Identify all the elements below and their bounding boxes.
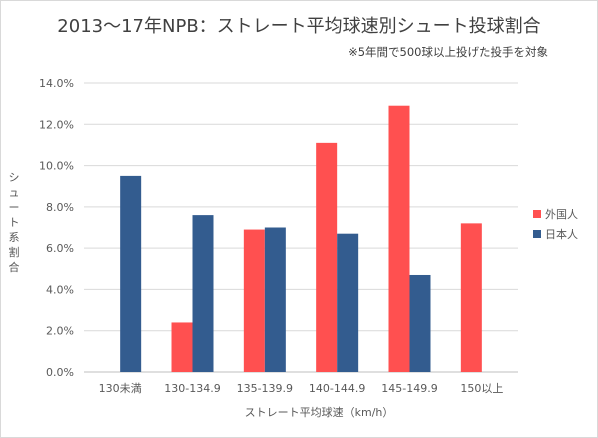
legend: 外国人 日本人	[533, 204, 578, 244]
y-axis-label-char: 合	[8, 261, 20, 274]
legend-item-japanese: 日本人	[533, 224, 578, 244]
x-tick-label: 130-134.9	[164, 382, 220, 395]
bar-foreign	[316, 142, 338, 372]
x-tick-label: 140-144.9	[309, 382, 365, 395]
legend-label-japanese: 日本人	[545, 228, 578, 241]
y-tick-label: 14.0%	[39, 77, 74, 90]
y-axis-label-char: ュ	[8, 186, 20, 199]
bar-japanese	[409, 274, 431, 372]
y-axis-label: シュート系割合	[6, 170, 22, 275]
x-tick-label: 135-139.9	[237, 382, 293, 395]
bar-japanese	[264, 227, 286, 372]
y-axis-label-char: 系	[8, 231, 20, 244]
legend-swatch-foreign	[533, 210, 541, 218]
chart-subtitle: ※5年間で500球以上投げた投手を対象	[348, 45, 548, 59]
legend-swatch-japanese	[533, 230, 541, 238]
y-tick-label: 4.0%	[46, 283, 74, 296]
y-tick-label: 12.0%	[39, 118, 74, 131]
y-axis-label-char: ト	[8, 216, 20, 229]
bar-foreign	[243, 229, 265, 372]
chart-title: 2013～17年NPB：ストレート平均球速別シュート投球割合	[57, 16, 541, 37]
x-tick-label: 150以上	[460, 382, 503, 395]
y-axis-label-char: シ	[8, 171, 20, 184]
bar-foreign	[388, 105, 410, 372]
bar-japanese	[337, 233, 359, 372]
y-tick-label: 0.0%	[46, 366, 74, 379]
x-axis-label: ストレート平均球速（km/h）	[244, 406, 394, 419]
x-tick-label: 130未満	[99, 382, 142, 395]
y-tick-label: 6.0%	[46, 242, 74, 255]
y-tick-label: 8.0%	[46, 201, 74, 214]
bar-foreign	[460, 223, 482, 372]
bar-foreign	[171, 322, 193, 372]
y-axis-label-char: 割	[8, 246, 20, 259]
legend-label-foreign: 外国人	[545, 208, 578, 221]
bar-japanese	[120, 175, 142, 372]
x-tick-label: 145-149.9	[381, 382, 437, 395]
y-axis-label-char: ー	[8, 201, 20, 214]
legend-item-foreign: 外国人	[533, 204, 578, 224]
y-tick-label: 2.0%	[46, 325, 74, 338]
bar-japanese	[192, 215, 214, 372]
y-tick-label: 10.0%	[39, 160, 74, 173]
